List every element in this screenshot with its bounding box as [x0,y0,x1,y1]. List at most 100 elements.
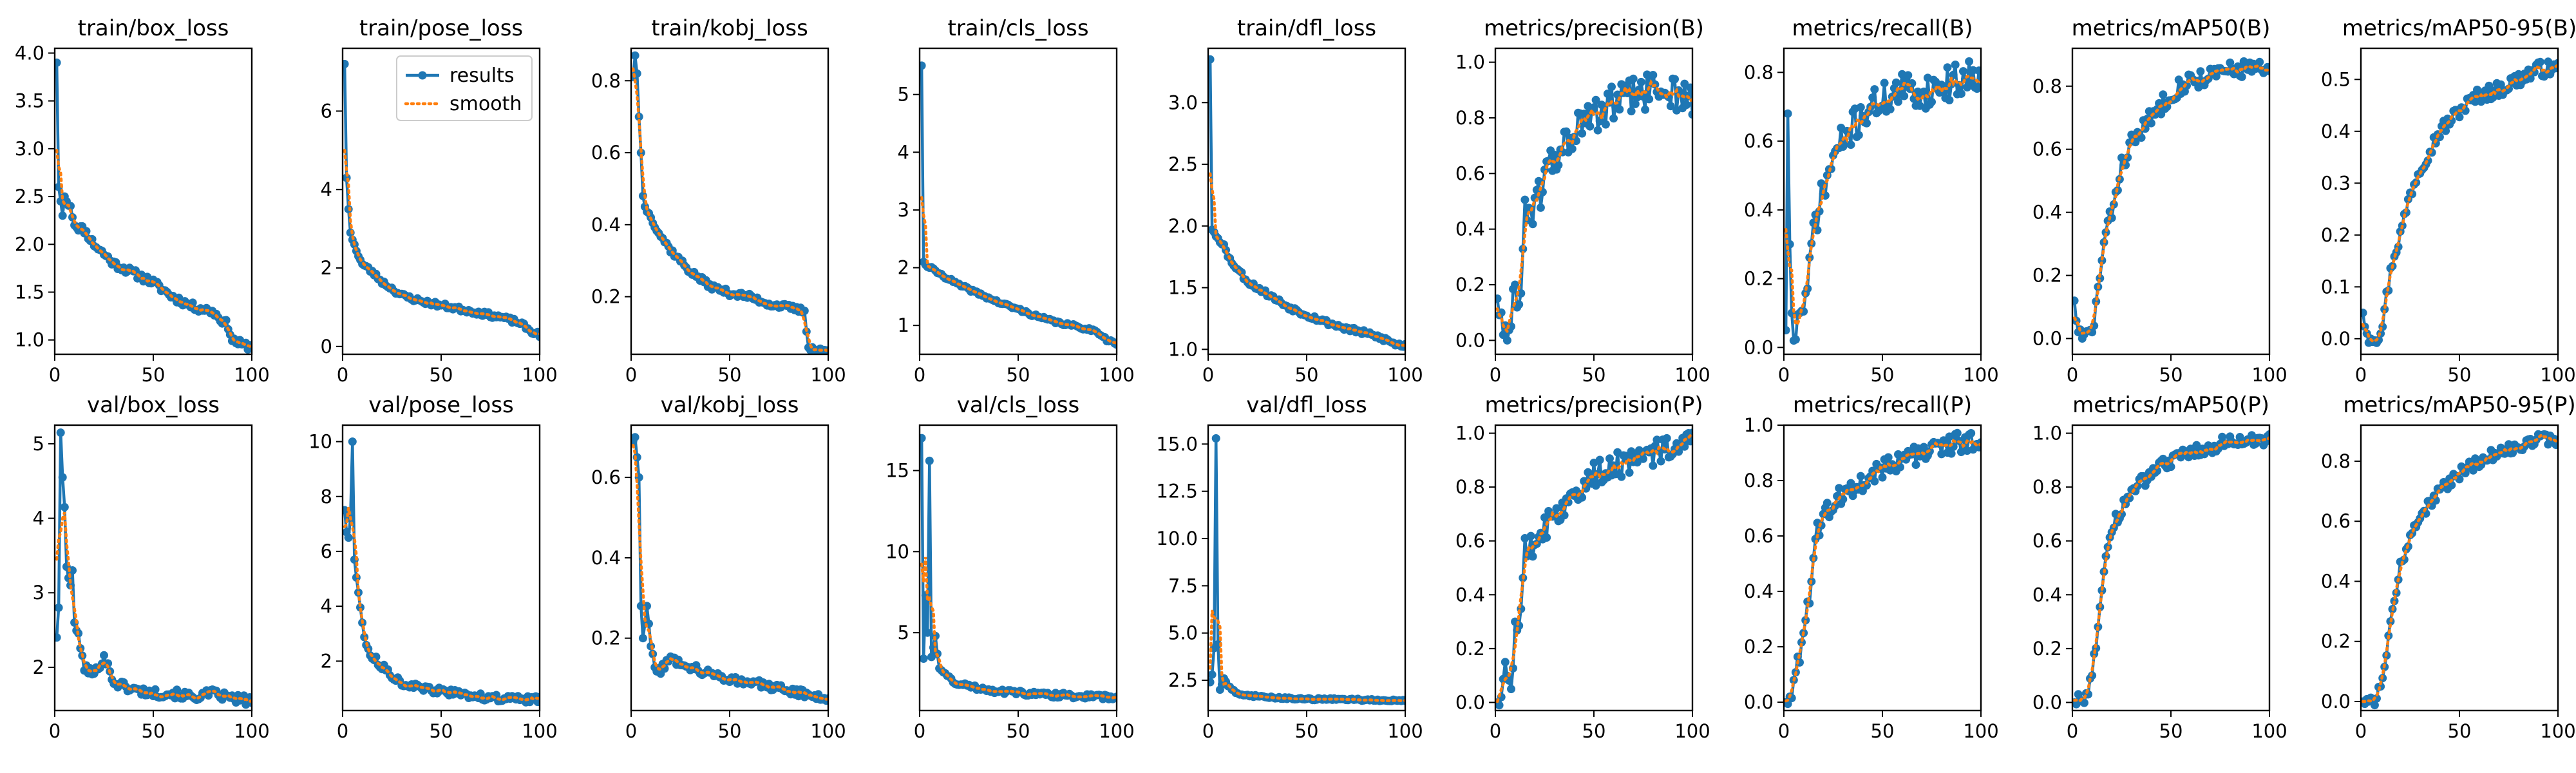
y-tick-label: 0.6 [2032,138,2062,160]
results-point [925,456,934,465]
x-tick-label: 100 [2540,364,2575,386]
y-tick-label: 1.5 [1168,277,1198,299]
subplot-title: val/box_loss [87,392,220,418]
results-point [1211,434,1220,443]
subplot-val-kobj-loss: val/kobj_loss 0 50 100 0.2 0.4 0.6 [591,392,846,742]
results-point [1976,81,1981,90]
subplot-title: train/kobj_loss [651,15,808,41]
y-tick-label: 0.2 [1455,638,1485,660]
subplot-train-kobj-loss: train/kobj_loss 0 50 100 0.2 0.4 0.6 0.8 [591,15,846,386]
y-tick-label: 0.4 [591,214,621,236]
subplot-train-cls-loss: train/cls_loss 0 50 100 1 2 3 4 5 [898,15,1135,386]
y-tick-label: 0.8 [1744,61,1774,83]
y-tick-label: 0.0 [2032,691,2062,713]
series-group [1208,434,1405,705]
subplot-metrics-precision-p-: metrics/precision(P) 0 50 100 0.0 0.2 0.4 0.6 0.… [1455,392,1710,742]
results-point [1550,150,1559,159]
results-point [58,211,67,220]
subplot-title: metrics/mAP50-95(P) [2343,392,2575,418]
smooth-line [1495,434,1692,703]
x-tick-label: 50 [1007,364,1030,386]
x-tick-label: 50 [1582,720,1606,742]
y-tick-label: 1 [898,314,909,336]
x-tick-label: 100 [1387,720,1423,742]
x-tick-label: 50 [1295,720,1319,742]
smooth-line [1208,172,1405,348]
results-point [1593,126,1602,135]
results-point [56,428,65,437]
y-tick-label: 0.6 [1744,130,1774,152]
series-group [1495,428,1692,710]
y-tick-label: 2 [33,656,44,678]
y-tick-label: 4 [321,178,332,200]
x-tick-label: 0 [2355,720,2367,742]
subplot-title: val/cls_loss [957,392,1079,418]
series-group [343,59,540,341]
results-point [1870,477,1879,486]
y-tick-label: 8 [321,486,332,508]
y-tick-label: 0.1 [2321,276,2351,298]
x-tick-label: 50 [142,364,166,386]
results-point [2361,309,2367,318]
y-tick-label: 0.8 [2032,476,2062,498]
results-point [1401,696,1405,705]
results-point [2141,124,2150,133]
results-point [2485,81,2494,90]
x-tick-label: 100 [522,720,557,742]
y-tick-label: 2.5 [1168,153,1198,175]
results-point [1880,79,1889,88]
x-tick-label: 50 [2159,364,2183,386]
x-tick-label: 100 [1963,364,1998,386]
x-tick-label: 100 [1099,720,1134,742]
results-point [1653,435,1662,444]
results-point [1856,103,1865,111]
y-tick-label: 12.5 [1156,481,1198,502]
results-point [1886,105,1895,113]
y-tick-label: 0.8 [1455,476,1485,498]
results-point [1686,83,1692,92]
results-point [1891,78,1900,87]
y-tick-label: 0.2 [591,627,621,649]
results-point [2530,68,2539,77]
subplot-title: train/pose_loss [359,15,523,41]
x-tick-label: 0 [1202,720,1214,742]
x-tick-label: 0 [625,720,637,742]
y-tick-label: 10 [886,540,909,562]
y-tick-label: 4 [898,141,909,163]
y-tick-label: 1.0 [1455,52,1485,73]
results-point [2505,440,2513,449]
x-tick-label: 50 [1871,720,1895,742]
subplot-train-pose-loss: train/pose_loss 0 50 100 0 2 4 6 results smooth [321,15,558,386]
x-tick-label: 100 [1099,364,1134,386]
subplot-metrics-recall-b-: metrics/recall(B) 0 50 100 0.0 0.2 0.4 0.6 0.8 [1744,15,1999,386]
results-point [1542,533,1551,542]
results-point [1813,225,1822,234]
x-tick-label: 50 [1582,364,1606,386]
x-tick-label: 0 [1490,720,1501,742]
results-point [356,603,365,612]
y-tick-label: 0.2 [2032,265,2062,287]
y-tick-label: 2 [321,650,332,672]
results-point [100,651,108,660]
results-point [1965,57,1974,66]
smooth-line [2361,433,2558,703]
x-tick-label: 50 [430,720,453,742]
y-tick-label: 4 [321,595,332,617]
subplot-metrics-precision-b-: metrics/precision(B) 0 50 100 0.0 0.2 0.4 0.6 0.… [1455,15,1710,386]
y-tick-label: 1.0 [1455,423,1485,444]
y-tick-label: 0.6 [591,466,621,488]
subplot-metrics-recall-p-: metrics/recall(P) 0 50 100 0.0 0.2 0.4 0.6 0.8 1.… [1744,392,1999,742]
smooth-line [631,67,828,352]
y-tick-label: 0.4 [1455,218,1485,240]
subplot-title: metrics/precision(B) [1484,15,1704,41]
y-tick-label: 5 [898,622,909,644]
y-tick-label: 0.6 [2321,510,2351,532]
y-tick-label: 0.0 [1455,691,1485,713]
results-point [1894,97,1902,106]
x-tick-label: 100 [2251,364,2287,386]
results-point [1208,670,1217,679]
y-tick-label: 0.6 [1744,525,1774,547]
x-tick-label: 100 [234,364,269,386]
results-point [1784,109,1792,118]
